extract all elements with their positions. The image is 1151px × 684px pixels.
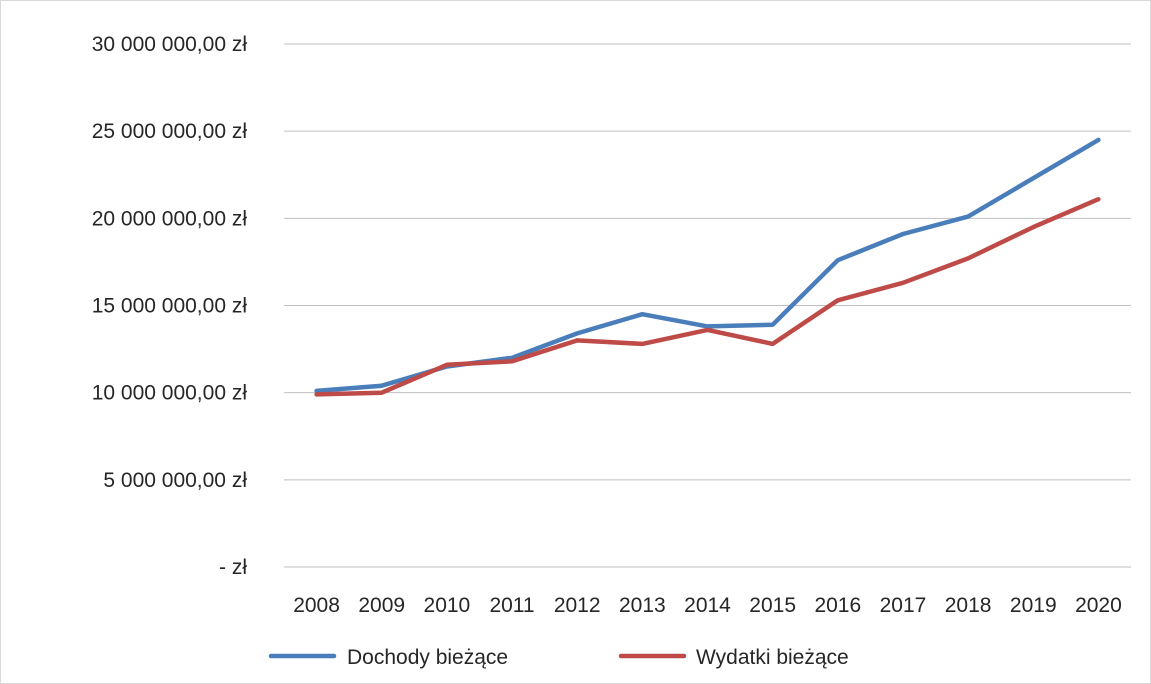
y-tick-label: 25 000 000,00 zł bbox=[92, 120, 248, 143]
x-tick-label: 2017 bbox=[880, 594, 927, 617]
x-tick-label: 2008 bbox=[293, 594, 340, 617]
legend-label-2: Wydatki bieżące bbox=[696, 646, 849, 669]
gridlines bbox=[284, 43, 1131, 568]
x-tick-label: 2018 bbox=[945, 594, 992, 617]
series-line-1 bbox=[314, 137, 1101, 394]
x-tick-label: 2016 bbox=[814, 594, 861, 617]
x-tick-label: 2014 bbox=[684, 594, 731, 617]
y-tick-label: - zł bbox=[219, 556, 247, 579]
x-tick-label: 2012 bbox=[554, 594, 601, 617]
x-tick-label: 2010 bbox=[424, 594, 471, 617]
x-tick-label: 2019 bbox=[1010, 594, 1057, 617]
x-tick-label: 2009 bbox=[358, 594, 405, 617]
y-axis-tick-labels: - zł 5 000 000,00 zł 10 000 000,00 zł 15 00… bbox=[92, 33, 248, 579]
x-axis-tick-labels: 2008 2009 2010 2011 2012 2013 2014 2015 2016 2017… bbox=[293, 594, 1122, 617]
y-tick-label: 5 000 000,00 zł bbox=[103, 469, 247, 492]
x-tick-label: 2011 bbox=[489, 594, 534, 617]
y-tick-label: 30 000 000,00 zł bbox=[92, 33, 248, 56]
legend: Dochody bieżące Wydatki bieżące bbox=[268, 646, 849, 669]
x-tick-label: 2013 bbox=[619, 594, 666, 617]
y-tick-label: 10 000 000,00 zł bbox=[92, 382, 248, 405]
x-tick-label: 2020 bbox=[1075, 594, 1122, 617]
y-tick-label: 15 000 000,00 zł bbox=[92, 295, 248, 318]
x-tick-label: 2015 bbox=[749, 594, 796, 617]
legend-label-1: Dochody bieżące bbox=[347, 646, 508, 669]
series-lines bbox=[314, 137, 1101, 397]
y-tick-label: 20 000 000,00 zł bbox=[92, 207, 248, 230]
series-line-2 bbox=[314, 196, 1101, 397]
